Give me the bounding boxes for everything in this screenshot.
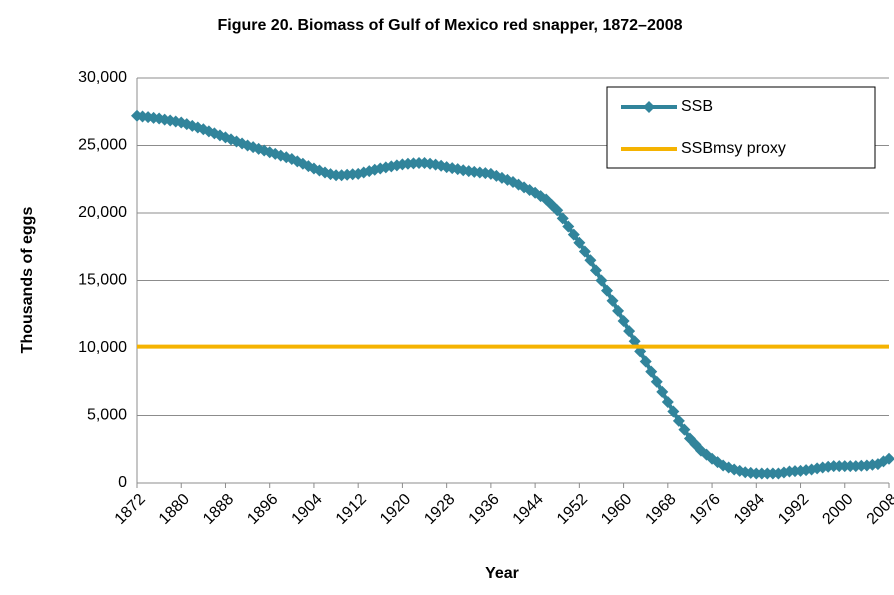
x-tick-label: 1880 bbox=[156, 491, 193, 528]
y-tick-label: 30,000 bbox=[78, 69, 127, 86]
data-point bbox=[589, 264, 602, 277]
x-tick-label: 1936 bbox=[466, 491, 503, 528]
x-tick-label: 1928 bbox=[421, 491, 458, 528]
legend-marker bbox=[643, 101, 655, 113]
legend-label: SSB bbox=[681, 98, 713, 115]
y-tick-label: 25,000 bbox=[78, 137, 127, 154]
x-tick-label: 1872 bbox=[112, 491, 149, 528]
series-line bbox=[136, 113, 890, 476]
data-point bbox=[573, 236, 586, 249]
data-point bbox=[883, 452, 894, 465]
legend: SSB SSBmsy proxy bbox=[606, 86, 876, 169]
data-point bbox=[617, 315, 630, 327]
data-point bbox=[556, 212, 569, 225]
x-axis-title: Year bbox=[485, 565, 519, 582]
x-tick-label: 1920 bbox=[377, 491, 414, 528]
data-point bbox=[656, 385, 669, 398]
x-tick-label: 1896 bbox=[244, 491, 281, 528]
y-tick-label: 20,000 bbox=[78, 204, 127, 221]
x-tick-label: 1960 bbox=[598, 491, 635, 528]
data-point bbox=[578, 245, 591, 258]
data-point bbox=[606, 294, 619, 307]
y-axis-title: Thousands of eggs bbox=[19, 207, 36, 354]
y-tick-label: 0 bbox=[118, 474, 127, 491]
data-point bbox=[623, 325, 636, 338]
x-tick-label: 1952 bbox=[554, 491, 591, 528]
data-point bbox=[551, 204, 564, 217]
legend-box bbox=[606, 86, 876, 169]
y-tick-label: 10,000 bbox=[78, 339, 127, 356]
data-point bbox=[601, 284, 613, 297]
chart-title: Figure 20. Biomass of Gulf of Mexico red… bbox=[217, 17, 682, 34]
y-tick-label: 5,000 bbox=[87, 407, 127, 424]
data-point bbox=[567, 228, 580, 241]
data-point bbox=[562, 220, 575, 233]
x-tick-label: 1944 bbox=[510, 491, 547, 528]
x-tick-label: 1904 bbox=[289, 491, 326, 528]
data-point bbox=[612, 304, 625, 317]
data-point bbox=[672, 414, 685, 427]
data-point bbox=[639, 355, 652, 368]
data-point bbox=[678, 423, 691, 436]
y-tick-label: 15,000 bbox=[78, 272, 127, 289]
data-point bbox=[661, 396, 674, 408]
x-tick-label: 1976 bbox=[687, 491, 724, 528]
data-point bbox=[628, 335, 641, 348]
x-tick-label: 2008 bbox=[864, 491, 894, 528]
x-tick-label: 1912 bbox=[333, 491, 370, 528]
x-tick-label: 1992 bbox=[775, 491, 812, 528]
data-point bbox=[595, 274, 608, 287]
data-point bbox=[584, 254, 597, 267]
x-tick-label: 2000 bbox=[819, 491, 856, 528]
x-tick-label: 1968 bbox=[642, 491, 679, 528]
data-point bbox=[645, 365, 658, 378]
legend-label: SSBmsy proxy bbox=[681, 140, 786, 157]
data-point bbox=[667, 405, 680, 418]
x-tick-label: 1888 bbox=[200, 491, 237, 528]
data-point bbox=[650, 375, 663, 388]
x-tick-label: 1984 bbox=[731, 491, 768, 528]
